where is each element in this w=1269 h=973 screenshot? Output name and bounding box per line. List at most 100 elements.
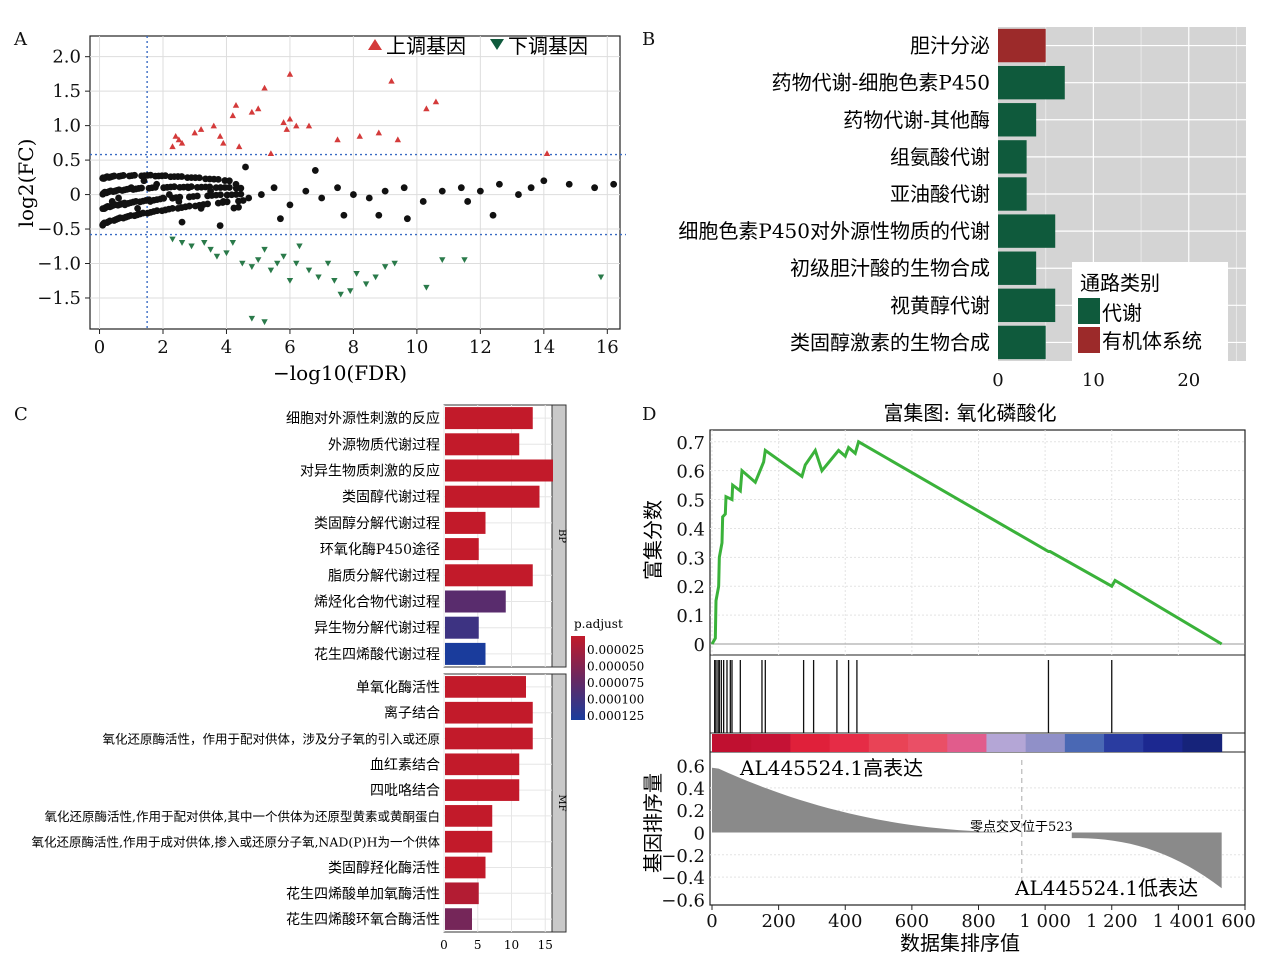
point-ns [464, 198, 472, 205]
point-ns [127, 212, 135, 219]
p-adjust-color-scale [571, 636, 585, 720]
point-down [324, 260, 332, 267]
point-down [169, 236, 176, 243]
category-label: 药物代谢-细胞色素P450 [772, 71, 990, 95]
annotation-high-expression: AL445524.1高表达 [739, 756, 923, 780]
es-y-tick-label: 0.1 [676, 606, 705, 627]
panel-a-letter: A [13, 29, 28, 50]
point-ns [270, 184, 278, 192]
enrichment-score-line [710, 439, 1223, 646]
point-ns [178, 173, 186, 180]
x-tick-label: 1 000 [1019, 911, 1071, 932]
point-ns [178, 218, 186, 226]
x-tick-label: 200 [761, 911, 795, 932]
category-label: 异生物分解代谢过程 [314, 621, 440, 637]
color-bar-segment [1104, 734, 1144, 752]
x-tick-label: 8 [348, 337, 359, 358]
point-down [178, 240, 186, 246]
x-tick-label: 600 [895, 911, 929, 932]
annotation-low-expression: AL445524.1低表达 [1014, 876, 1198, 900]
point-down [423, 284, 430, 291]
point-down [280, 253, 287, 260]
point-up [432, 98, 440, 105]
point-down [353, 271, 360, 277]
panel-a-y-axis-label: log2(FC) [14, 139, 38, 228]
bar [998, 288, 1056, 323]
bar [445, 779, 520, 801]
color-bar-segment [1064, 734, 1105, 752]
x-tick-label: 1 600 [1204, 911, 1256, 932]
category-label: 脂质分解代谢过程 [328, 568, 440, 584]
bar [998, 65, 1065, 100]
bar [445, 511, 486, 534]
panel-c-letter: C [14, 404, 28, 425]
point-ns [110, 172, 118, 180]
bar [445, 616, 479, 639]
point-down [461, 257, 468, 264]
point-ns [131, 171, 138, 179]
point-ns [237, 184, 245, 192]
y-tick-label: 1.0 [52, 116, 81, 137]
category-label: 细胞对外源性刺激的反应 [286, 410, 440, 427]
x-tick-label: 14 [532, 337, 555, 358]
point-down [331, 277, 338, 284]
point-ns [350, 191, 357, 198]
point-up [178, 139, 186, 146]
panel-c-go-bar-chart: BP MF 细胞对外源性刺激的反应外源物质代谢过程对异生物质刺激的反应类固醇代谢… [32, 404, 644, 952]
point-ns [197, 204, 205, 212]
point-ns [217, 191, 224, 199]
bar [445, 407, 533, 430]
bar [445, 830, 493, 853]
panel-d-es-axis-label: 富集分数 [641, 500, 665, 580]
point-ns [121, 201, 129, 209]
x-tick-label: 0 [992, 370, 1003, 391]
point-ns [365, 194, 373, 202]
point-ns [540, 177, 548, 185]
category-label: 花生四烯酸单加氧酶活性 [286, 886, 440, 902]
point-ns [101, 188, 109, 196]
x-tick-label: 10 [1082, 370, 1105, 391]
rank-y-tick-label: −0.2 [661, 846, 705, 867]
point-ns [286, 201, 294, 209]
category-label: 烯烃化合物代谢过程 [314, 595, 440, 611]
down-triangle-icon [490, 39, 504, 50]
p-adjust-tick-label: 0.000100 [587, 693, 644, 707]
rank-y-tick-label: −0.6 [661, 890, 705, 911]
bar [998, 251, 1037, 285]
legend-swatch-metabolism [1078, 298, 1100, 324]
point-up [283, 126, 290, 132]
y-tick-label: 0 [70, 185, 81, 206]
p-adjust-tick-label: 0.000025 [587, 643, 644, 657]
x-tick-label: 1 400 [1153, 911, 1205, 932]
point-up [394, 136, 402, 143]
category-label: 氧化还原酶活性,作用于配对供体,其中一个供体为还原型黄素或黄酮蛋白 [45, 809, 440, 824]
point-up [191, 129, 198, 136]
bar [445, 753, 520, 776]
p-adjust-ticks: 0.000025 0.000050 0.000075 0.000100 0.000125 [587, 643, 644, 723]
point-down [439, 257, 446, 264]
rank-y-tick-label: −0.4 [661, 868, 705, 889]
category-label: 药物代谢-其他酶 [843, 108, 990, 132]
p-adjust-tick-label: 0.000125 [587, 709, 644, 723]
ranked-metric-negative [1071, 832, 1222, 889]
facet-label-bp: BP [556, 529, 567, 543]
point-ns [159, 194, 167, 202]
category-label: 外源物质代谢过程 [328, 437, 440, 453]
point-ns [204, 200, 212, 208]
category-label: 组氨酸代谢 [890, 145, 990, 169]
point-down [267, 267, 275, 274]
point-down [372, 274, 379, 281]
point-up [305, 122, 313, 129]
point-ns [193, 192, 201, 200]
point-ns [153, 207, 161, 215]
point-ns [515, 191, 522, 198]
annotation-zero-cross: 零点交叉位于523 [970, 819, 1073, 835]
point-ns [170, 183, 178, 191]
point-up [220, 139, 227, 146]
y-tick-label: −1.0 [37, 254, 81, 275]
panel-d-rank-axis-label: 基因排序量 [641, 773, 665, 873]
point-up [175, 136, 183, 143]
point-up [248, 108, 256, 115]
point-down [229, 240, 237, 246]
